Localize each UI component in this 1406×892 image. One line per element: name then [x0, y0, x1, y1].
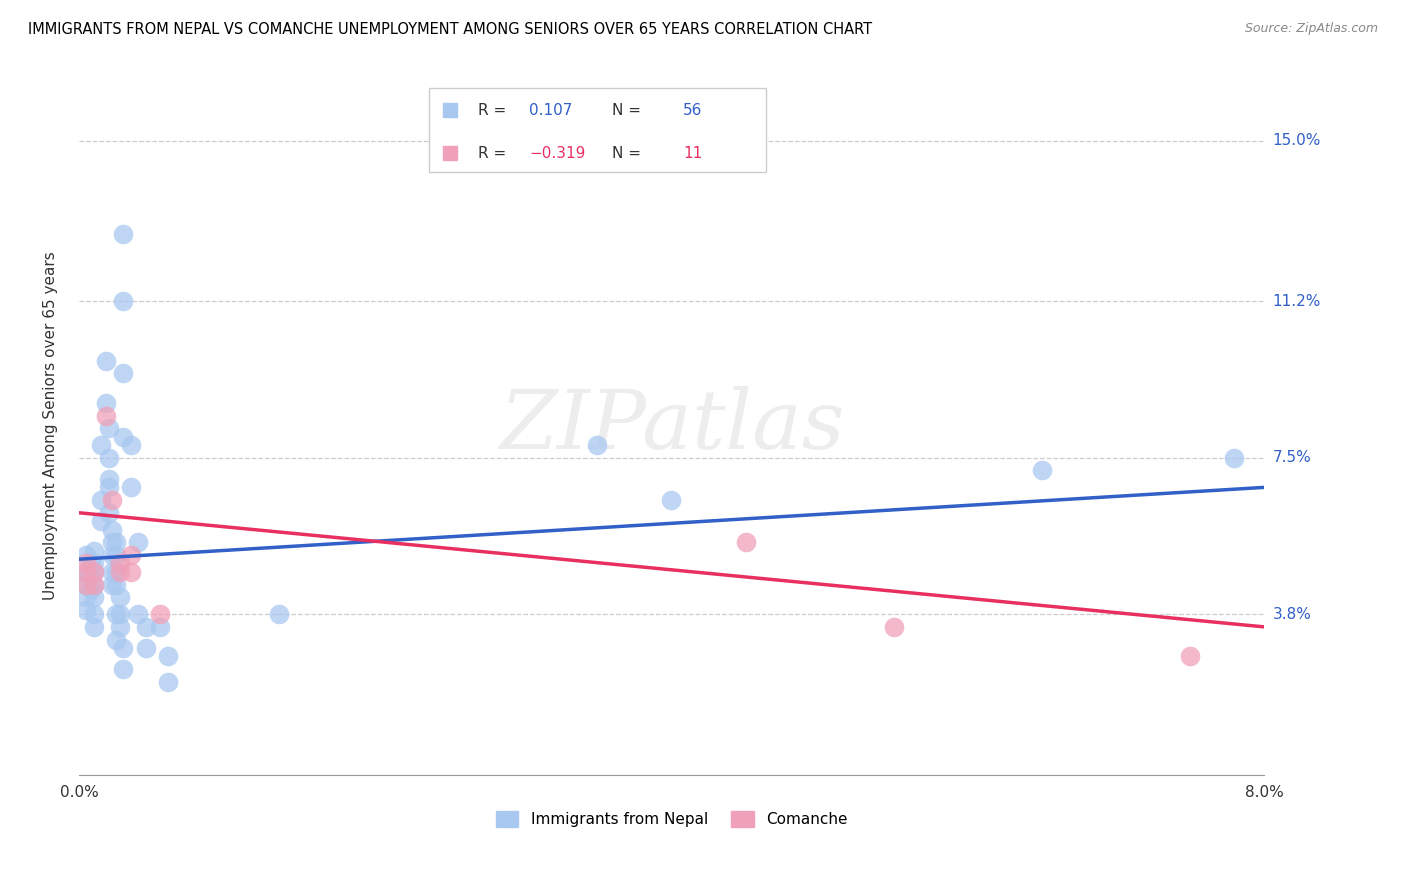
Point [83, 620, 105, 634]
Text: Source: ZipAtlas.com: Source: ZipAtlas.com [1244, 22, 1378, 36]
Point [149, 620, 172, 634]
Point [883, 620, 905, 634]
FancyBboxPatch shape [429, 88, 766, 171]
Point [1031, 463, 1053, 477]
Point [112, 640, 135, 655]
Point [75, 565, 97, 579]
Point [80, 582, 103, 596]
Point [104, 565, 127, 579]
Point [94, 353, 117, 368]
Point [83, 577, 105, 591]
Point [80, 569, 103, 583]
Point [83, 557, 105, 571]
Point [75, 577, 97, 591]
Point [97, 421, 120, 435]
Point [104, 607, 127, 622]
Point [110, 607, 132, 622]
Text: 7.5%: 7.5% [1272, 450, 1310, 466]
Point [127, 607, 149, 622]
Point [135, 620, 157, 634]
Point [94, 409, 117, 423]
Text: 0.107: 0.107 [529, 103, 572, 118]
Point [156, 674, 179, 689]
Point [120, 480, 142, 494]
Point [112, 662, 135, 676]
Point [104, 548, 127, 562]
Point [120, 438, 142, 452]
Point [97, 480, 120, 494]
Point [94, 396, 117, 410]
Point [90, 514, 112, 528]
Point [586, 438, 609, 452]
Point [120, 565, 142, 579]
Point [80, 557, 103, 571]
Point [100, 523, 122, 537]
Text: 3.8%: 3.8% [1272, 607, 1312, 622]
Point [661, 493, 683, 508]
Point [97, 450, 120, 465]
Point [127, 535, 149, 549]
Point [120, 548, 142, 562]
Point [104, 632, 127, 647]
Point [75, 548, 97, 562]
Point [83, 565, 105, 579]
Point [110, 565, 132, 579]
Point [112, 294, 135, 309]
Point [1223, 450, 1246, 465]
Point [135, 640, 157, 655]
Point [90, 493, 112, 508]
Text: 11.2%: 11.2% [1272, 294, 1320, 309]
Point [112, 430, 135, 444]
Point [156, 649, 179, 664]
Point [75, 603, 97, 617]
Point [267, 607, 290, 622]
Point [83, 607, 105, 622]
Point [90, 438, 112, 452]
Point [83, 591, 105, 605]
Point [104, 577, 127, 591]
Point [97, 472, 120, 486]
Text: R =: R = [478, 103, 512, 118]
Point [75, 565, 97, 579]
Y-axis label: Unemployment Among Seniors over 65 years: Unemployment Among Seniors over 65 years [44, 252, 58, 600]
Point [83, 543, 105, 558]
Point [110, 557, 132, 571]
Text: N =: N = [612, 103, 647, 118]
Point [110, 620, 132, 634]
Text: IMMIGRANTS FROM NEPAL VS COMANCHE UNEMPLOYMENT AMONG SENIORS OVER 65 YEARS CORRE: IMMIGRANTS FROM NEPAL VS COMANCHE UNEMPL… [28, 22, 872, 37]
Text: R =: R = [478, 145, 512, 161]
Point [112, 366, 135, 380]
Text: 56: 56 [683, 103, 703, 118]
Point [75, 557, 97, 571]
Point [100, 548, 122, 562]
Text: ZIPatlas: ZIPatlas [499, 386, 844, 467]
Point [149, 607, 172, 622]
Point [97, 506, 120, 520]
Point [100, 577, 122, 591]
Point [100, 565, 122, 579]
Text: N =: N = [612, 145, 647, 161]
Point [110, 591, 132, 605]
Point [83, 577, 105, 591]
Text: −0.319: −0.319 [529, 145, 586, 161]
Point [100, 493, 122, 508]
Point [1178, 649, 1201, 664]
Legend: Immigrants from Nepal, Comanche: Immigrants from Nepal, Comanche [489, 805, 853, 833]
Point [83, 565, 105, 579]
Text: 15.0%: 15.0% [1272, 133, 1320, 148]
Point [104, 535, 127, 549]
Point [100, 535, 122, 549]
Point [75, 577, 97, 591]
Point [112, 227, 135, 241]
Point [734, 535, 756, 549]
Point [75, 591, 97, 605]
Text: 11: 11 [683, 145, 703, 161]
